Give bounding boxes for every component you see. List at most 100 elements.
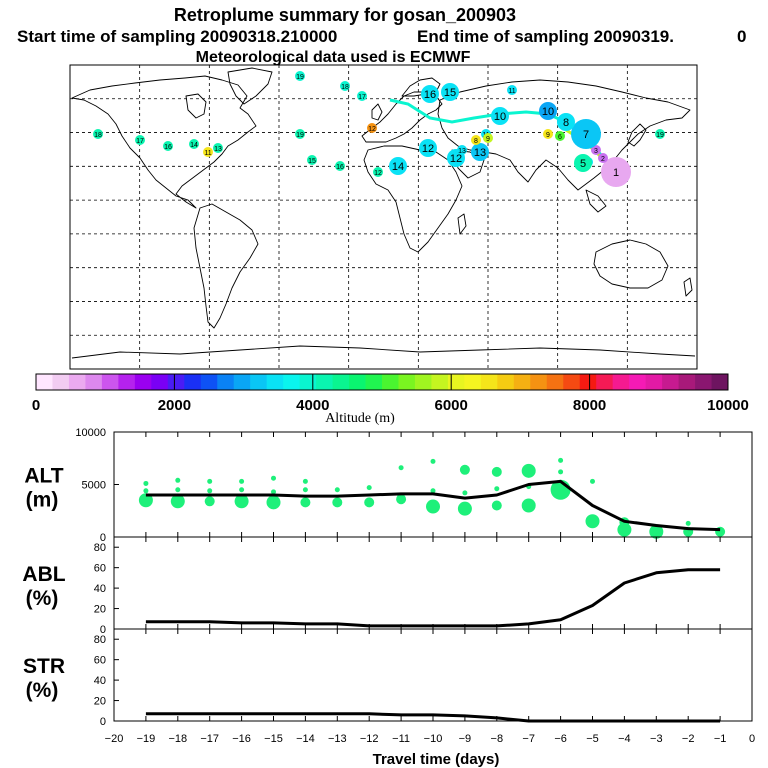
alt-sample-point [207,488,213,494]
colorbar-cell [233,374,251,390]
alt-sample-point [302,487,308,493]
alt-sample-point [170,494,185,509]
x-tick-label: −2 [682,733,695,745]
alt-sample-point [207,478,213,484]
plume-marker-label: 12 [368,126,376,133]
y-tick-label: 60 [94,563,106,575]
plume-marker: 17 [357,91,367,101]
alt-sample-point [271,489,276,495]
plume-marker-label: 13 [458,148,466,155]
x-tick-label: 0 [749,733,755,745]
x-tick-label: −19 [137,733,156,745]
x-tick-label: −4 [618,733,631,745]
colorbar-cell [579,374,597,390]
plume-marker-label: 5 [580,158,586,170]
plume-marker-dot [655,129,665,139]
plume-marker-label: 12 [450,153,462,165]
plume-marker-label: 12 [422,143,434,155]
colorbar-tick-label: 6000 [435,397,468,414]
colorbar-cell [530,374,548,390]
x-tick-label: −10 [424,733,443,745]
world-map: 1234567891011121314151617181910111213891… [69,64,698,370]
colorbar-cell [398,374,416,390]
colorbar-tick-label: 0 [32,397,40,414]
colorbar-cell [365,374,383,390]
colorbar-cell [546,374,564,390]
alt-sample-point [364,497,375,508]
coast-uk [371,103,383,121]
plume-marker: 14 [189,139,199,149]
str-panel: 80 60 40 20 0 STR(%) [23,628,753,728]
colorbar-cell [134,374,152,390]
plume-marker-dot [471,135,481,145]
plume-marker-label: 18 [94,132,102,139]
plume-marker-dot [557,113,575,131]
x-tick-label: −6 [554,733,567,745]
plume-marker-label: 16 [336,164,344,171]
plume-marker-dot [601,157,631,187]
plume-marker: 12 [373,167,383,177]
alt-sample-point [649,524,664,539]
coast-japan [627,123,647,147]
colorbar-cell [36,374,53,390]
x-tick-label: −14 [296,733,315,745]
altitude-colorbar: 0 2000 4000 6000 8000 10000 Altitude (m) [32,373,749,426]
colorbar-cell [184,374,202,390]
plume-marker: 16 [335,161,345,171]
colorbar-tick-label: 4000 [296,397,329,414]
plume-marker-dot [213,143,223,153]
plume-marker-dot [189,139,199,149]
plume-marker: 15 [307,155,317,165]
x-tick-label: −18 [168,733,187,745]
alt-sample-point [491,466,502,477]
plume-marker-label: 18 [341,84,349,91]
plume-marker-label: 16 [164,144,172,151]
alt-sample-point [396,494,407,505]
colorbar-cell [283,374,301,390]
coast-madagascar [457,213,467,235]
plume-marker-dot [491,107,509,125]
plume-marker: 11 [507,85,517,95]
plume-markers: 1234567891011121314151617181910111213891… [93,71,665,187]
alt-sample-point [239,487,245,493]
end-time-label: End time of sampling 20090319. [417,27,674,46]
x-tick-label: −11 [392,733,410,745]
colorbar-cell [101,374,119,390]
alt-sample-point [491,500,502,511]
x-tick-label: −7 [522,733,535,745]
alt-sample-point [685,520,691,526]
plume-marker-label: 10 [542,106,554,118]
panel-frame [113,431,753,538]
plume-marker: 14 [389,157,407,175]
plume-marker: 5 [574,154,592,172]
plume-marker: 19 [295,129,305,139]
y-tick-label: 40 [94,675,106,687]
colorbar-cell [695,374,712,390]
coast-antarctica [71,345,696,359]
plume-marker-dot [367,123,377,133]
alt-sample-point [204,496,215,507]
colorbar-cell [85,374,103,390]
plume-marker: 17 [135,135,145,145]
x-tick-label: −5 [586,733,599,745]
x-tick-label: −8 [491,733,504,745]
coast-scandinavia [401,77,441,97]
plume-marker-label: 9 [486,136,490,143]
x-tick-label: −16 [232,733,251,745]
plume-marker-label: 8 [474,138,478,145]
y-tick-label: 80 [94,634,106,646]
alt-sample-point [175,477,181,483]
colorbar-cell [118,374,136,390]
start-time-label: Start time of sampling 20090318.210000 [17,27,337,46]
y-tick-label: 0 [100,532,106,544]
plume-marker: 12 [419,139,437,157]
plume-marker-label: 19 [296,74,304,81]
plume-marker-dot [419,139,437,157]
plume-marker-label: 11 [508,88,515,95]
alt-sample-point [590,478,595,484]
plume-marker: 8 [557,113,575,131]
plume-marker: 13 [457,145,467,155]
colorbar-cell [711,374,729,390]
colorbar-cell [349,374,366,390]
alt-sample-point [300,497,311,508]
